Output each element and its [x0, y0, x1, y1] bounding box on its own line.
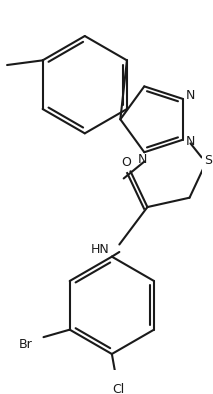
Text: N: N [138, 153, 147, 166]
Text: S: S [204, 154, 212, 167]
Text: N: N [186, 135, 195, 148]
Text: O: O [121, 156, 131, 169]
Text: HN: HN [91, 243, 110, 256]
Text: Cl: Cl [112, 383, 125, 394]
Text: Br: Br [19, 338, 32, 351]
Text: N: N [186, 89, 195, 102]
